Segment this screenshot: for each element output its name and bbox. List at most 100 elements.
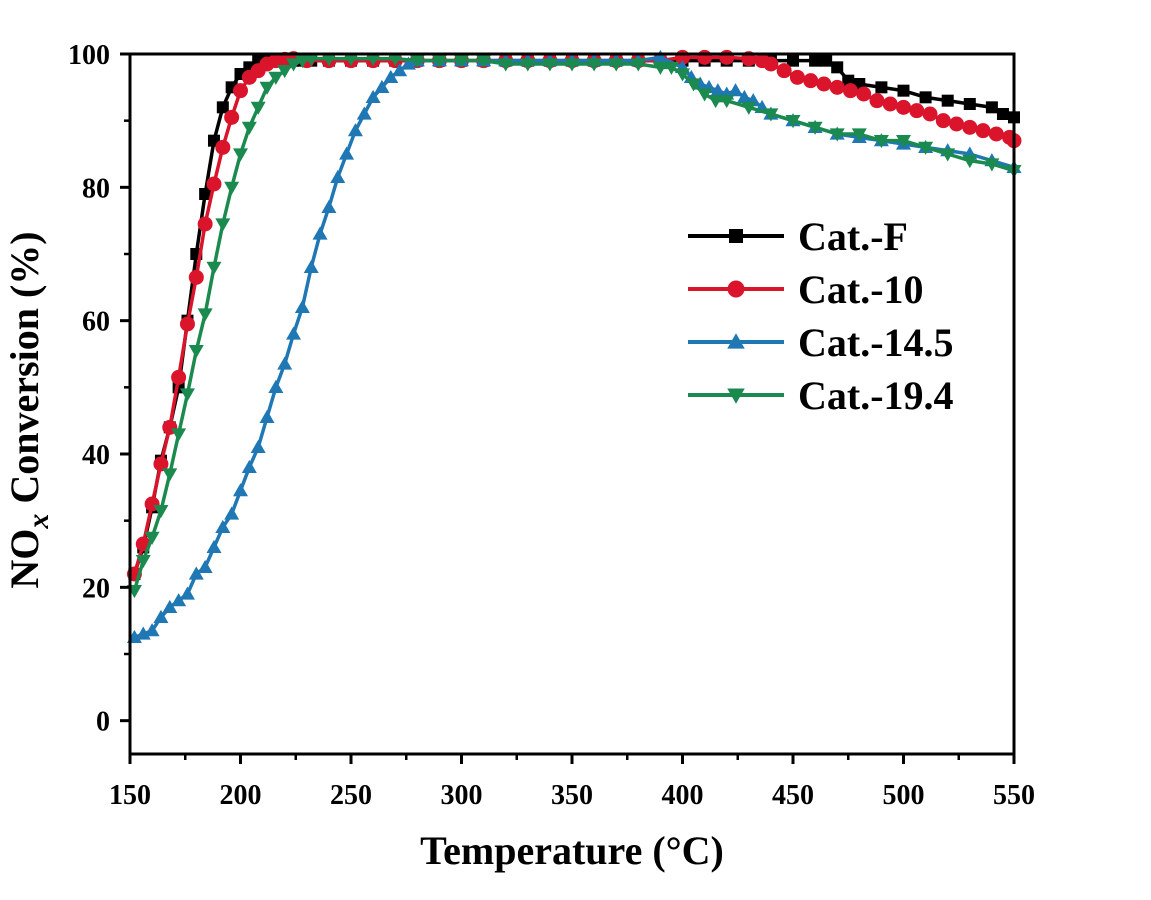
data-point-square xyxy=(985,101,998,114)
axis-ticks xyxy=(120,52,1016,764)
data-point-triangle-up xyxy=(330,169,346,183)
data-point-triangle-down xyxy=(962,155,978,169)
data-point-triangle-up xyxy=(144,623,160,637)
data-point-triangle-down xyxy=(652,61,668,75)
data-point-triangle-down xyxy=(259,81,275,95)
data-point-triangle-up xyxy=(153,609,169,623)
data-point-triangle-down xyxy=(918,141,934,155)
data-point-triangle-down xyxy=(476,55,492,69)
y-axis-title-rest: Conversion (%) xyxy=(2,231,47,513)
data-point-triangle-up xyxy=(233,483,248,497)
data-point-circle xyxy=(233,83,248,99)
data-point-triangle-down xyxy=(387,53,403,67)
x-tick-label: 550 xyxy=(993,780,1035,811)
data-point-triangle-down xyxy=(277,65,293,79)
data-point-circle xyxy=(727,280,745,298)
data-point-triangle-down xyxy=(153,505,169,519)
y-tick-label: 60 xyxy=(82,307,110,338)
data-point-square xyxy=(729,229,743,243)
data-point-square xyxy=(919,91,932,104)
data-point-triangle-down xyxy=(586,58,602,72)
data-point-triangle-down xyxy=(675,68,690,82)
data-point-square xyxy=(875,81,888,94)
data-point-circle xyxy=(763,56,779,72)
data-point-triangle-up xyxy=(241,459,257,473)
data-point-triangle-up xyxy=(206,539,222,553)
legend-label: Cat.-10 xyxy=(798,267,924,312)
data-point-triangle-up xyxy=(374,79,390,93)
data-point-triangle-down xyxy=(268,71,284,85)
data-point-triangle-down xyxy=(365,53,381,67)
data-point-circle xyxy=(803,73,819,89)
data-point-triangle-down xyxy=(294,55,310,69)
data-point-triangle-down xyxy=(542,58,558,72)
data-point-triangle-up xyxy=(312,226,328,240)
data-point-triangle-down xyxy=(250,101,266,115)
series-cat-f xyxy=(128,54,1020,580)
x-tick-label: 300 xyxy=(441,780,483,811)
data-point-circle xyxy=(215,139,231,155)
data-point-triangle-down xyxy=(663,61,679,75)
data-point-circle xyxy=(697,49,713,65)
data-point-triangle-down xyxy=(144,531,160,545)
data-point-triangle-up xyxy=(179,586,195,600)
data-point-triangle-down xyxy=(233,148,248,162)
legend-label: Cat.-14.5 xyxy=(798,320,954,365)
data-point-triangle-down xyxy=(224,181,240,195)
data-point-circle xyxy=(882,96,898,112)
data-point-triangle-down xyxy=(741,101,757,115)
data-point-triangle-down xyxy=(896,135,911,149)
x-tick-label: 200 xyxy=(220,780,262,811)
data-point-triangle-up xyxy=(259,409,275,423)
data-point-square xyxy=(897,84,910,97)
data-point-circle xyxy=(988,126,1004,142)
data-point-triangle-down xyxy=(409,55,425,69)
data-point-circle xyxy=(179,316,195,332)
legend-item: Cat.-19.4 xyxy=(688,373,954,418)
legend-item: Cat.-10 xyxy=(688,267,924,312)
data-point-triangle-up xyxy=(321,199,337,213)
data-point-triangle-up xyxy=(356,106,372,120)
data-point-triangle-up xyxy=(728,83,744,97)
data-point-circle xyxy=(171,369,187,385)
data-point-circle xyxy=(949,116,965,132)
data-point-triangle-down xyxy=(454,55,469,69)
y-tick-label: 80 xyxy=(82,173,110,204)
data-point-triangle-down xyxy=(851,128,867,142)
data-point-triangle-down xyxy=(940,148,956,162)
x-tick-label: 500 xyxy=(883,780,925,811)
data-point-triangle-down xyxy=(215,218,231,232)
y-tick-label: 0 xyxy=(96,707,110,738)
legend: Cat.-F Cat.-10 Cat.-14.5 Cat.-19.4 xyxy=(688,214,954,418)
series-cat-10 xyxy=(126,49,1022,582)
data-point-circle xyxy=(935,113,951,129)
data-point-triangle-up xyxy=(652,49,668,63)
data-point-circle xyxy=(856,86,872,102)
data-point-circle xyxy=(206,176,222,192)
data-point-circle xyxy=(975,123,991,139)
data-point-triangle-up xyxy=(188,566,204,580)
legend-item: Cat.-14.5 xyxy=(688,320,954,365)
data-point-circle xyxy=(909,103,925,119)
x-tick-label: 350 xyxy=(551,780,593,811)
data-point-triangle-down xyxy=(135,555,151,569)
data-point-circle xyxy=(153,456,169,472)
x-axis-title: Temperature (°C) xyxy=(420,828,724,873)
data-point-triangle-up xyxy=(250,439,266,453)
data-point-triangle-up xyxy=(268,379,284,393)
data-point-circle xyxy=(829,79,845,95)
data-point-triangle-down xyxy=(431,55,447,69)
data-point-square xyxy=(963,98,976,110)
data-point-triangle-down xyxy=(719,95,735,109)
data-point-triangle-down xyxy=(697,88,713,102)
data-point-triangle-down xyxy=(984,158,1000,172)
data-point-triangle-up xyxy=(339,146,355,160)
data-point-triangle-up xyxy=(171,593,187,607)
data-point-circle xyxy=(922,106,938,122)
data-point-triangle-up xyxy=(710,83,726,97)
data-point-triangle-up xyxy=(286,326,302,340)
legend-label: Cat.-F xyxy=(798,214,908,259)
data-point-circle xyxy=(188,269,204,285)
data-point-triangle-up xyxy=(277,356,293,370)
